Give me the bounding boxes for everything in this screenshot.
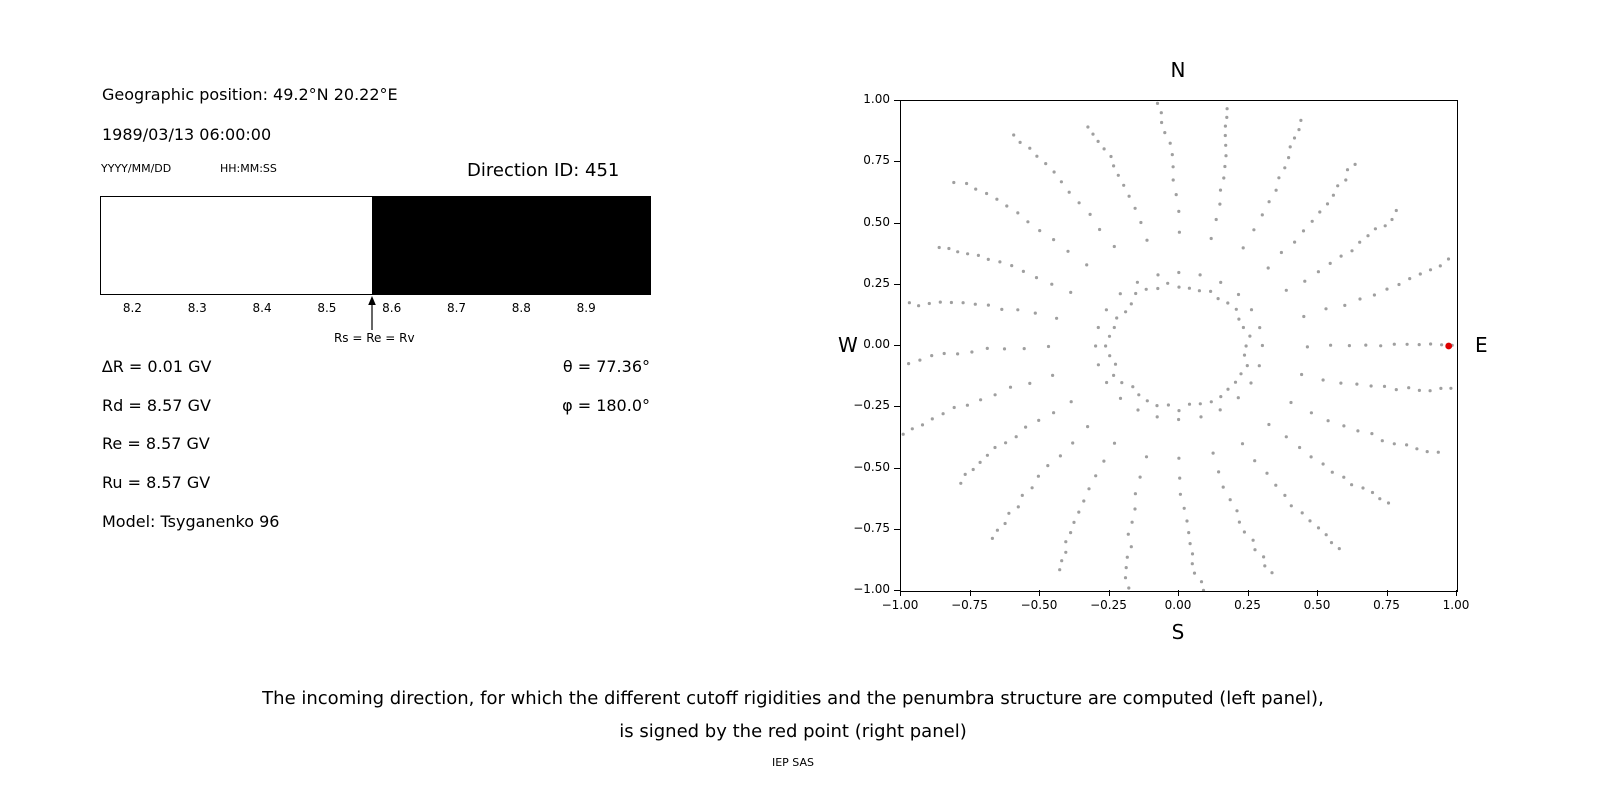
rs-annotation-label: Rs = Re = Rv (333, 331, 415, 345)
credit-label: IEP SAS (771, 756, 815, 769)
penumbra-tick-label: 8.6 (382, 301, 402, 315)
penumbra-tick-label: 8.4 (252, 301, 272, 315)
re-value: Re = 8.57 GV (102, 434, 210, 453)
x-axis-tick-label: −0.75 (951, 598, 988, 612)
x-axis-tick-label: −0.25 (1090, 598, 1127, 612)
penumbra-tick-label: 8.8 (511, 301, 531, 315)
model-label: Model: Tsyganenko 96 (102, 512, 280, 531)
penumbra-tick-label: 8.9 (576, 301, 596, 315)
caption-line-1: The incoming direction, for which the di… (262, 688, 1324, 709)
penumbra-axis: 8.2 8.3 8.4 8.5 8.6 8.7 8.8 8.9 (100, 301, 651, 317)
y-axis-tick-mark (894, 467, 900, 469)
x-axis-tick-label: −1.00 (881, 598, 919, 612)
y-axis-tick-label: 0.25 (863, 275, 890, 290)
y-axis-tick-label: 1.00 (863, 92, 890, 106)
x-axis-tick-label: 0.00 (1164, 598, 1192, 612)
x-axis-tick-label: 0.25 (1234, 598, 1261, 612)
penumbra-tick-label: 8.7 (446, 301, 467, 315)
geo-position-label: Geographic position: 49.2°N 20.22°E (102, 85, 398, 104)
penumbra-tick-label: 8.5 (317, 301, 337, 315)
x-axis-tick-label: 0.50 (1303, 598, 1331, 612)
compass-north-label: N (1170, 58, 1186, 82)
x-axis-tick-mark (900, 590, 901, 596)
penumbra-chart (100, 196, 651, 295)
direction-id-label: Direction ID: 451 (467, 160, 620, 181)
x-axis-tick-mark (1456, 590, 1457, 596)
y-axis-tick-mark (894, 406, 900, 408)
delta-r-value: ∆R = 0.01 GV (102, 357, 212, 376)
x-axis-tick-mark (1386, 590, 1388, 596)
y-axis-tick-label: −0.50 (853, 459, 890, 474)
x-axis-tick-mark (1247, 590, 1249, 596)
x-axis-tick-mark (1317, 590, 1318, 596)
direction-plot-frame (900, 100, 1458, 592)
caption-line-2: is signed by the red point (right panel) (619, 721, 967, 742)
time-format-label: HH:MM:SS (220, 162, 277, 175)
y-axis-tick-label: −1.00 (853, 582, 890, 596)
x-axis-tick-label: 0.75 (1373, 598, 1400, 612)
x-axis-tick-mark (969, 590, 971, 596)
y-axis-tick-label: 0.00 (863, 337, 890, 351)
selected-direction-point (1445, 342, 1453, 350)
x-axis-tick-label: 1.00 (1442, 598, 1470, 612)
compass-south-label: S (1171, 620, 1185, 644)
rs-arrow-icon (368, 296, 377, 330)
compass-west-label: W (838, 333, 858, 357)
y-axis-tick-label: 0.50 (863, 214, 890, 229)
y-axis-tick-mark (894, 528, 900, 530)
y-axis-tick-mark (894, 100, 900, 101)
x-axis-tick-mark (1039, 590, 1040, 596)
y-axis-tick-mark (894, 161, 900, 163)
y-axis-tick-label: −0.25 (853, 398, 890, 413)
direction-scatter (901, 101, 1454, 591)
x-axis-tick-label: −0.50 (1020, 598, 1058, 612)
date-format-label: YYYY/MM/DD (101, 162, 172, 175)
penumbra-tick-label: 8.3 (187, 301, 207, 315)
penumbra-tick-label: 8.2 (122, 301, 142, 315)
theta-value: θ = 77.36° (562, 357, 650, 376)
x-axis-tick-mark (1178, 590, 1179, 596)
compass-east-label: E (1475, 333, 1488, 357)
direction-dots (901, 101, 1454, 591)
x-axis-tick-mark (1108, 590, 1110, 596)
penumbra-forbidden-region (372, 197, 650, 294)
y-axis-tick-label: −0.75 (853, 520, 890, 535)
y-axis-tick-mark (894, 283, 900, 285)
datetime-label: 1989/03/13 06:00:00 (102, 125, 272, 144)
y-axis-tick-mark (894, 345, 900, 346)
y-axis-tick-mark (894, 222, 900, 224)
phi-value: φ = 180.0° (562, 396, 650, 415)
rd-value: Rd = 8.57 GV (102, 396, 211, 415)
y-axis-tick-mark (894, 590, 900, 591)
ru-value: Ru = 8.57 GV (102, 473, 211, 492)
y-axis-tick-label: 0.75 (863, 153, 890, 168)
